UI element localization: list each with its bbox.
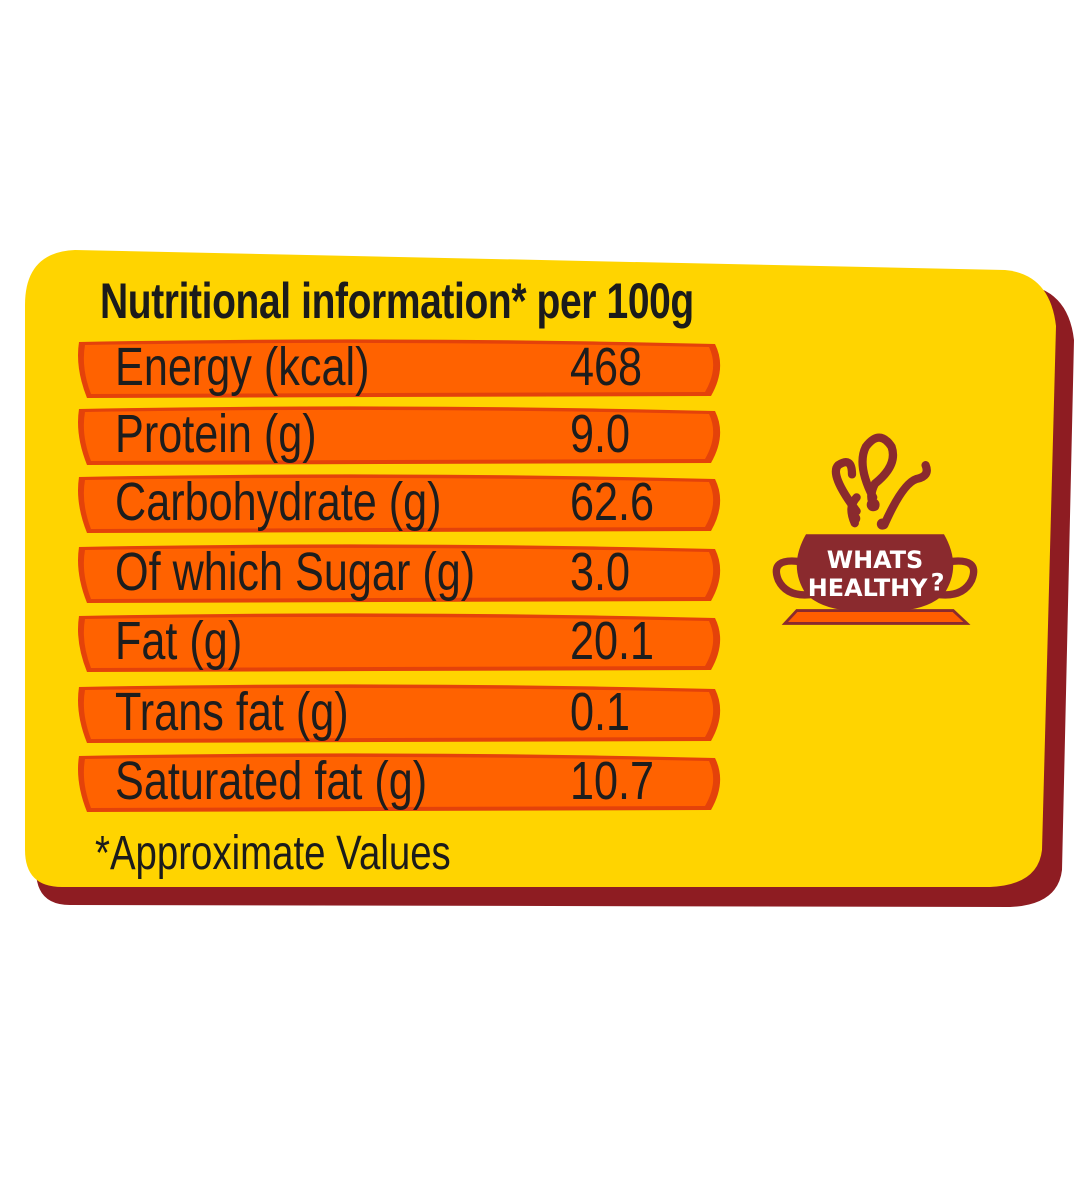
row-band bbox=[78, 613, 721, 672]
nutrient-label: Of which Sugar (g) bbox=[115, 542, 476, 602]
nutrient-row: Carbohydrate (g) 62.6 bbox=[75, 472, 723, 533]
nutrient-row: Protein (g) 9.0 bbox=[75, 404, 723, 465]
row-band bbox=[78, 753, 721, 812]
nutrient-row: Energy (kcal) 468 bbox=[75, 337, 723, 398]
whats-healthy-logo: WHATS HEALTHY ? bbox=[772, 433, 978, 625]
nutrient-label: Fat (g) bbox=[115, 611, 243, 671]
nutrient-row: Of which Sugar (g) 3.0 bbox=[75, 542, 723, 603]
logo-line1: WHATS bbox=[827, 546, 924, 574]
nutrient-label: Trans fat (g) bbox=[115, 682, 349, 742]
row-band bbox=[78, 544, 721, 603]
nutrient-value: 468 bbox=[570, 337, 643, 397]
logo-line2: HEALTHY bbox=[808, 574, 928, 602]
nutrient-row: Trans fat (g) 0.1 bbox=[75, 682, 723, 743]
nutrient-row: Fat (g) 20.1 bbox=[75, 611, 723, 672]
nutrient-label: Energy (kcal) bbox=[115, 337, 370, 397]
pot-base bbox=[781, 609, 971, 625]
row-band bbox=[78, 339, 721, 398]
row-band bbox=[78, 406, 721, 465]
nutrient-label: Protein (g) bbox=[115, 404, 317, 464]
nutrient-value: 0.1 bbox=[570, 682, 631, 742]
footnote: *Approximate Values bbox=[95, 827, 451, 880]
nutrient-value: 3.0 bbox=[570, 542, 631, 602]
row-band bbox=[78, 474, 721, 533]
nutrient-row: Saturated fat (g) 10.7 bbox=[75, 751, 723, 812]
row-band bbox=[78, 684, 721, 743]
nutrient-value: 20.1 bbox=[570, 611, 655, 671]
panel-title: Nutritional information* per 100g bbox=[100, 273, 694, 329]
nutrient-value: 62.6 bbox=[570, 472, 655, 532]
nutrient-value: 9.0 bbox=[570, 404, 631, 464]
logo-question-mark: ? bbox=[931, 568, 945, 596]
nutrient-value: 10.7 bbox=[570, 751, 655, 811]
nutrient-label: Saturated fat (g) bbox=[115, 751, 428, 811]
pot-icon bbox=[796, 534, 954, 611]
nutrient-label: Carbohydrate (g) bbox=[115, 472, 442, 532]
